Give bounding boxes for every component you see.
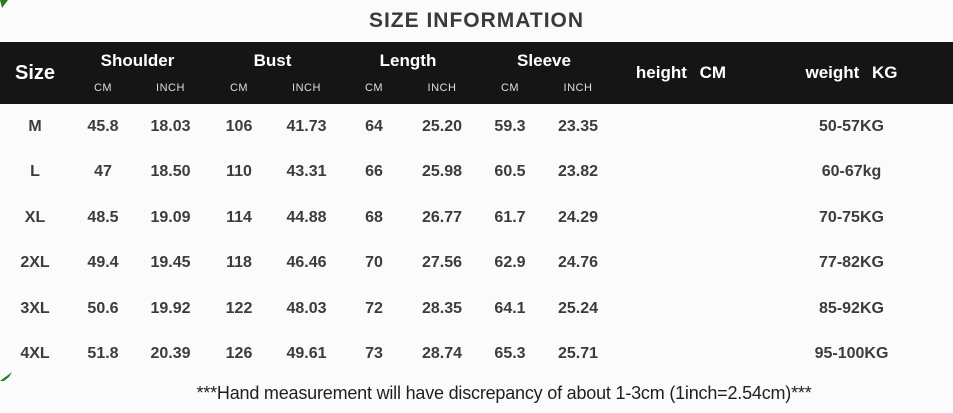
cell-bust-inch: 48.03	[286, 299, 327, 317]
unit-label-length-cm: CM	[364, 82, 384, 94]
cell-shoulder-inch: 20.39	[150, 345, 191, 363]
unit-label-sleeve-cm: CM	[500, 82, 520, 94]
table-header: Size Shoulder Bust Length Sleeve CM INCH…	[0, 42, 953, 104]
row-size-label: 4XL	[20, 345, 50, 363]
cell-bust-cm: 122	[225, 299, 253, 317]
unit-label-sleeve-inch: INCH	[563, 82, 593, 94]
cell-length-inch: 27.56	[421, 254, 463, 272]
cell-length-inch: 25.98	[421, 163, 463, 181]
cell-shoulder-cm: 45.8	[87, 117, 119, 135]
cell-bust-inch: 46.46	[286, 254, 327, 272]
cell-shoulder-inch: 19.09	[150, 208, 191, 226]
cell-height	[612, 286, 750, 332]
row-size-label: XL	[24, 208, 46, 226]
cell-shoulder-cm: 50.6	[87, 299, 119, 317]
cell-weight: 50-57KG	[819, 117, 884, 135]
cell-bust-inch: 43.31	[286, 163, 327, 181]
column-header-sleeve: Sleeve	[517, 51, 571, 70]
column-header-height: height CM	[635, 63, 727, 82]
cell-sleeve-cm: 64.1	[494, 299, 526, 317]
unit-label-shoulder-inch: INCH	[156, 82, 185, 94]
unit-label-length-inch: INCH	[427, 82, 457, 94]
unit-label-bust-inch: INCH	[292, 82, 321, 94]
column-header-shoulder: Shoulder	[100, 51, 175, 70]
cell-sleeve-cm: 65.3	[494, 345, 526, 363]
column-header-length: Length	[379, 51, 437, 70]
table-row: M 45.8 18.03 106 41.73 64 25.20 59.3 23.35 50-57K…	[0, 104, 953, 150]
cell-length-inch: 28.74	[421, 345, 463, 363]
green-corner-mark-icon	[0, 0, 8, 8]
table-row: 2XL 49.4 19.45 118 46.46 70 27.56 62.9 24.76 77-8…	[0, 241, 953, 287]
cell-length-inch: 25.20	[421, 117, 463, 135]
cell-bust-inch: 41.73	[286, 117, 327, 135]
cell-length-cm: 72	[365, 299, 383, 317]
cell-height	[612, 332, 750, 378]
table-row: 4XL 51.8 20.39 126 49.61 73 28.74 65.3 25.71 95-1…	[0, 332, 953, 378]
cell-sleeve-inch: 25.71	[557, 345, 599, 363]
table-body: M 45.8 18.03 106 41.73 64 25.20 59.3 23.35 50-57K…	[0, 104, 953, 377]
cell-length-inch: 28.35	[421, 299, 463, 317]
row-size-label: 3XL	[20, 299, 50, 317]
cell-bust-cm: 106	[225, 117, 253, 135]
table-row: XL 48.5 19.09 114 44.88 68 26.77 61.7 24.29 70-75…	[0, 195, 953, 241]
cell-bust-cm: 110	[226, 163, 252, 181]
cell-shoulder-cm: 47	[94, 163, 112, 181]
cell-height	[612, 241, 750, 287]
cell-weight: 70-75KG	[819, 208, 884, 226]
row-size-label: M	[28, 117, 42, 135]
cell-weight: 77-82KG	[819, 254, 884, 272]
cell-sleeve-inch: 24.76	[557, 254, 599, 272]
cell-weight: 95-100KG	[814, 345, 889, 363]
cell-shoulder-cm: 51.8	[87, 345, 119, 363]
row-size-label: L	[30, 163, 40, 181]
cell-sleeve-inch: 24.29	[557, 208, 599, 226]
cell-length-cm: 70	[365, 254, 383, 272]
green-arrow-mark-icon	[0, 372, 12, 381]
cell-bust-inch: 49.61	[286, 345, 327, 363]
cell-shoulder-cm: 48.5	[87, 208, 119, 226]
cell-sleeve-inch: 25.24	[557, 299, 599, 317]
cell-weight: 60-67kg	[821, 163, 882, 181]
cell-length-cm: 73	[365, 345, 383, 363]
cell-sleeve-inch: 23.82	[557, 163, 599, 181]
cell-sleeve-cm: 61.7	[494, 208, 526, 226]
cell-sleeve-cm: 59.3	[494, 117, 526, 135]
cell-length-cm: 64	[365, 117, 383, 135]
cell-height	[612, 195, 750, 241]
column-header-size: Size	[14, 61, 56, 84]
cell-shoulder-inch: 18.03	[150, 117, 191, 135]
column-header-bust: Bust	[253, 51, 292, 70]
cell-length-cm: 66	[365, 163, 383, 181]
cell-sleeve-cm: 60.5	[494, 163, 526, 181]
cell-shoulder-inch: 19.92	[150, 299, 191, 317]
cell-shoulder-inch: 18.50	[150, 163, 191, 181]
cell-sleeve-cm: 62.9	[494, 254, 526, 272]
cell-shoulder-inch: 19.45	[150, 254, 191, 272]
cell-shoulder-cm: 49.4	[87, 254, 119, 272]
cell-height	[612, 150, 750, 196]
cell-height	[612, 104, 750, 150]
table-row: L 47 18.50 110 43.31 66 25.98 60.5 23.82 60-67kg	[0, 150, 953, 196]
unit-label-bust-cm: CM	[229, 82, 249, 94]
page-title: SIZE INFORMATION	[368, 9, 585, 32]
row-size-label: 2XL	[20, 254, 50, 272]
cell-bust-cm: 118	[226, 254, 252, 272]
cell-bust-cm: 126	[225, 345, 253, 363]
table-row: 3XL 50.6 19.92 122 48.03 72 28.35 64.1 25.24 85-9…	[0, 286, 953, 332]
cell-bust-inch: 44.88	[286, 208, 327, 226]
cell-sleeve-inch: 23.35	[557, 117, 599, 135]
cell-weight: 85-92KG	[819, 299, 884, 317]
cell-length-inch: 26.77	[421, 208, 463, 226]
unit-label-shoulder-cm: CM	[93, 82, 113, 94]
footer-note: ***Hand measurement will have discrepanc…	[196, 382, 812, 403]
cell-length-cm: 68	[365, 208, 383, 226]
column-header-weight: weight KG	[805, 63, 898, 82]
cell-bust-cm: 114	[226, 208, 252, 226]
